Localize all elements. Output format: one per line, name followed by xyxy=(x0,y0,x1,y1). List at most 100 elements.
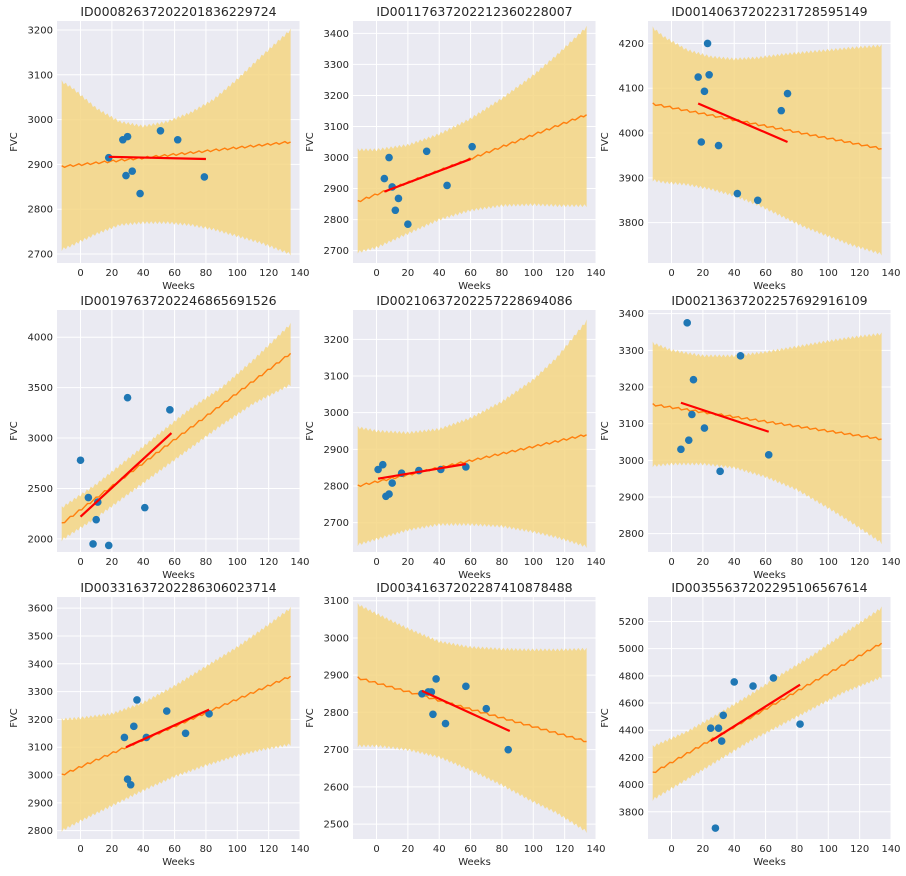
panel-3-point-1 xyxy=(694,73,702,81)
panel-9-ytick-label: 4000 xyxy=(619,780,644,791)
panel-8-xtick-label: 80 xyxy=(496,844,509,855)
panel-4-point-8 xyxy=(140,503,149,512)
panel-1-xlabel: Weeks xyxy=(162,281,195,292)
panel-3-xlabel: Weeks xyxy=(753,281,786,292)
panel-4-ytick-label: 2500 xyxy=(28,484,53,495)
panel-6-xtick-label: 60 xyxy=(759,557,772,568)
panel-1-ytick-label: 3200 xyxy=(28,25,53,36)
panel-8-xtick-label: 100 xyxy=(524,844,543,855)
panel-6-ytick-label: 3100 xyxy=(619,419,644,430)
panel-5-xtick-label: 20 xyxy=(402,557,415,568)
panel-3-point-2 xyxy=(697,138,706,146)
panel-7-ylabel: FVC xyxy=(9,708,20,728)
panel-2-xtick-label: 100 xyxy=(524,268,543,279)
panel-6-ytick-label: 2900 xyxy=(619,493,644,504)
panel-2-ytick-label: 3000 xyxy=(324,153,349,164)
panel-5-point-2 xyxy=(378,460,387,469)
panel-4-xtick-label: 0 xyxy=(77,557,83,568)
panel-2-xtick-label: 140 xyxy=(586,268,605,279)
panel-5-point-5 xyxy=(388,479,396,487)
panel-7-ytick-label: 3600 xyxy=(28,604,53,615)
panel-2-point-4 xyxy=(391,206,400,215)
panel-6-xtick-label: 0 xyxy=(668,557,674,568)
panel-9-ytick-label: 4400 xyxy=(619,726,644,737)
panel-6-xtick-label: 100 xyxy=(819,557,838,568)
panel-3-point-10 xyxy=(783,89,792,98)
panel-9-ytick-label: 4800 xyxy=(619,671,644,682)
panel-3: 0 20 40 60 80 100 120 140 3800 3900 4000 4100 4200 We… xyxy=(600,4,901,292)
panel-5-regression-line xyxy=(377,462,467,480)
panel-4-ytick-label: 3000 xyxy=(28,434,53,445)
panel-4-xtick-label: 140 xyxy=(290,557,309,568)
panel-4-point-2 xyxy=(84,493,93,502)
panel-8-ytick-label: 2600 xyxy=(324,782,349,793)
panel-9-xtick-label: 20 xyxy=(697,844,710,855)
panel-3-xtick-label: 140 xyxy=(881,268,900,279)
panel-8-point-6 xyxy=(441,719,450,728)
panel-9-xlabel: Weeks xyxy=(753,857,786,868)
panel-4-ylabel: FVC xyxy=(9,421,20,441)
panel-6-point-4 xyxy=(688,410,696,419)
panel-1: 0 20 40 60 80 100 120 140 2700 2800 2900 3000 3100 32… xyxy=(9,4,310,292)
panel-3-prediction-line xyxy=(652,102,882,150)
panel-7-xtick-label: 120 xyxy=(259,844,278,855)
panel-6-ytick-label: 3300 xyxy=(619,346,644,357)
panel-9-point-5 xyxy=(719,711,728,720)
panel-7-ytick-label: 3000 xyxy=(28,771,53,782)
panel-3-xtick-label: 100 xyxy=(819,268,838,279)
panel-9-ytick-label: 3800 xyxy=(619,807,644,818)
panel-5-xtick-label: 60 xyxy=(464,557,477,568)
panel-3-xtick-label: 120 xyxy=(850,268,869,279)
panel-2-xtick-label: 20 xyxy=(402,268,415,279)
panel-6-confidence-band xyxy=(652,332,882,545)
panel-6-xtick-label: 20 xyxy=(697,557,710,568)
panel-9-xtick-label: 100 xyxy=(819,844,838,855)
panel-8-xtick-label: 120 xyxy=(555,844,574,855)
panel-2-ylabel: FVC xyxy=(305,132,316,152)
panel-9-xtick-label: 120 xyxy=(850,844,869,855)
panel-1-prediction-line xyxy=(61,140,291,169)
panel-3-ytick-label: 4100 xyxy=(619,84,644,95)
panel-5-xtick-label: 40 xyxy=(433,557,446,568)
panel-7-xtick-label: 140 xyxy=(290,844,309,855)
panel-4-point-6 xyxy=(104,541,113,550)
panel-4-prediction-line xyxy=(61,352,292,524)
panel-4: 0 20 40 60 80 100 120 140 2000 2500 3000 3500 4000 We… xyxy=(9,293,310,581)
panel-2-ytick-label: 3100 xyxy=(324,122,349,133)
panel-2-xlabel: Weeks xyxy=(458,281,491,292)
panel-8-ytick-label: 2500 xyxy=(324,820,349,831)
panel-1-point-5 xyxy=(128,167,137,175)
panel-4-ytick-label: 3500 xyxy=(28,383,53,394)
panel-9-point-3 xyxy=(714,724,723,732)
panel-2-point-9 xyxy=(468,142,476,151)
panel-3-ytick-label: 4200 xyxy=(619,39,644,50)
panel-5-title: ID00210637202257228694086 xyxy=(376,293,572,308)
panel-8-ytick-label: 3100 xyxy=(324,596,349,607)
panel-8-xtick-label: 60 xyxy=(464,844,477,855)
panel-7: 0 20 40 60 80 100 120 140 2800 2900 3000 3100 3200 33… xyxy=(9,580,310,868)
panel-2-ytick-label: 2700 xyxy=(324,246,349,257)
panel-3-ytick-label: 4000 xyxy=(619,129,644,140)
panel-7-ytick-label: 2900 xyxy=(28,798,53,809)
panel-6-point-5 xyxy=(689,375,698,384)
panel-6-ytick-label: 3000 xyxy=(619,456,644,467)
panel-6-xtick-label: 120 xyxy=(850,557,869,568)
panel-6: 0 20 40 60 80 100 120 140 2800 2900 3000 3100 3200 33… xyxy=(600,293,901,581)
panel-7-point-9 xyxy=(205,710,213,718)
panel-2-point-5 xyxy=(394,194,403,203)
panel-2: 0 20 40 60 80 100 120 140 2700 2800 2900 3000 3100 32… xyxy=(305,4,606,292)
panel-6-ytick-label: 3200 xyxy=(619,383,644,394)
panel-6-xtick-label: 140 xyxy=(881,557,900,568)
panel-5-xlabel: Weeks xyxy=(458,570,491,581)
panel-4-confidence-band xyxy=(61,322,291,542)
panel-4-point-3 xyxy=(89,540,97,548)
panel-3-ylabel: FVC xyxy=(600,132,611,152)
panel-4-regression-line xyxy=(79,432,173,518)
panel-3-confidence-band xyxy=(652,26,882,256)
panel-4-title: ID00197637202246865691526 xyxy=(80,293,276,308)
panel-3-xtick-label: 60 xyxy=(759,268,772,279)
panel-4-xtick-label: 100 xyxy=(228,557,247,568)
panel-4-point-1 xyxy=(76,456,85,465)
panel-8-plot-area xyxy=(357,603,587,833)
panel-3-xtick-label: 0 xyxy=(668,268,674,279)
